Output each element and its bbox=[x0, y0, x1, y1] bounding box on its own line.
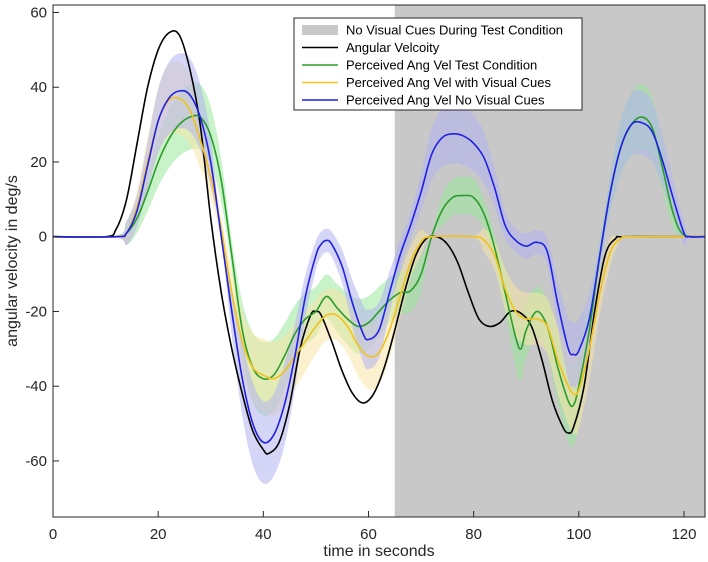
band-3 bbox=[53, 53, 705, 484]
legend-entry-label: Angular Velcoity bbox=[346, 40, 440, 55]
band-1 bbox=[53, 82, 705, 448]
x-tick-label: 60 bbox=[360, 526, 377, 543]
series-line-1 bbox=[52, 114, 706, 408]
y-tick-label: 60 bbox=[30, 4, 47, 21]
legend-swatch bbox=[302, 25, 338, 35]
legend-entry-label: No Visual Cues During Test Condition bbox=[346, 23, 563, 38]
y-tick-label: -20 bbox=[25, 303, 47, 320]
axes bbox=[52, 4, 706, 518]
y-axis-label: angular velocity in deg/s bbox=[4, 175, 21, 347]
series-line-0 bbox=[52, 30, 706, 455]
tick-labels: 0 20 40 60 80 100 120 -60 -40 -20 0 20 40 60 bbox=[25, 4, 696, 543]
y-tick-label: -60 bbox=[25, 453, 47, 470]
y-tick-label: 20 bbox=[30, 154, 47, 171]
x-tick-label: 120 bbox=[671, 526, 696, 543]
x-tick-label: 0 bbox=[49, 526, 57, 543]
legend-entry-label: Perceived Ang Vel Test Condition bbox=[346, 58, 537, 73]
x-tick-label: 20 bbox=[150, 526, 167, 543]
plot-frame bbox=[52, 4, 706, 518]
series-line-2 bbox=[52, 96, 706, 396]
x-tick-label: 100 bbox=[566, 526, 591, 543]
legend-entry-label: Perceived Ang Vel No Visual Cues bbox=[346, 93, 545, 108]
x-tick-label: 40 bbox=[255, 526, 272, 543]
series-lines bbox=[52, 30, 706, 455]
x-tick-label: 80 bbox=[465, 526, 482, 543]
y-tick-label: -40 bbox=[25, 378, 47, 395]
series-line-3 bbox=[52, 89, 706, 444]
y-tick-label: 40 bbox=[30, 79, 47, 96]
legend: No Visual Cues During Test Condition Angu… bbox=[293, 17, 583, 111]
legend-entry-label: Perceived Ang Vel with Visual Cues bbox=[346, 75, 551, 90]
x-axis-label: time in seconds bbox=[323, 543, 434, 560]
y-tick-label: 0 bbox=[39, 229, 47, 246]
legend-box bbox=[293, 17, 583, 111]
band-2 bbox=[53, 61, 705, 435]
confidence-bands bbox=[53, 53, 705, 484]
